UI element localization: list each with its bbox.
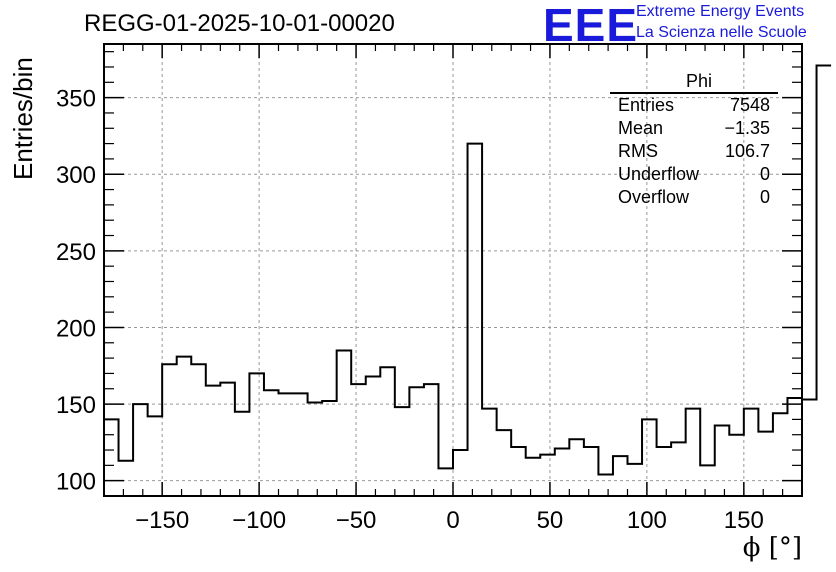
stats-box: Phi Entries 7548 Mean −1.35 RMS 106.7 Un…	[610, 70, 778, 209]
stats-row-mean: Mean −1.35	[610, 117, 778, 140]
stats-row-entries: Entries 7548	[610, 94, 778, 117]
x-tick-label: 0	[446, 507, 459, 534]
stats-value: −1.35	[724, 118, 770, 138]
y-axis-label: Entries/bin	[8, 57, 38, 180]
y-tick-label: 200	[56, 315, 96, 342]
stats-row-rms: RMS 106.7	[610, 140, 778, 163]
x-tick-label: 150	[724, 507, 764, 534]
axis-ticks	[103, 44, 803, 496]
stats-row-underflow: Underflow 0	[610, 163, 778, 186]
y-tick-label: 300	[56, 162, 96, 189]
stats-label: Overflow	[618, 187, 690, 207]
grid-lines	[104, 44, 802, 496]
stats-label: RMS	[618, 141, 658, 161]
tick-labels: −150 −100 −50 0 50 100 150 100 150 200 250 300 350	[56, 86, 764, 534]
logo-text-line2: La Scienza nelle Scuole	[636, 24, 807, 41]
stats-value: 106.7	[724, 141, 770, 161]
stats-row-overflow: Overflow 0	[610, 186, 778, 209]
histogram-series-line	[104, 64, 832, 476]
y-tick-label: 250	[56, 239, 96, 266]
logo-text-line1: Extreme Energy Events	[636, 3, 805, 20]
eee-logo-mark: EEE	[543, 0, 639, 51]
stats-title: Phi	[610, 70, 778, 94]
stats-label: Entries	[618, 95, 675, 115]
stats-value: 0	[759, 164, 770, 184]
x-axis-label: ϕ [°]	[742, 533, 802, 563]
x-tick-label: −150	[135, 507, 189, 534]
stats-value: 0	[759, 187, 770, 207]
x-tick-label: −50	[336, 507, 377, 534]
y-tick-label: 350	[56, 86, 96, 113]
x-tick-label: −100	[232, 507, 286, 534]
stats-value: 7548	[729, 95, 770, 115]
stats-label: Mean	[618, 118, 664, 138]
x-tick-label: 100	[627, 507, 667, 534]
stats-label: Underflow	[618, 164, 700, 184]
y-tick-label: 150	[56, 392, 96, 419]
chart-title: REGG-01-2025-10-01-00020	[84, 10, 395, 37]
y-tick-label: 100	[56, 469, 96, 496]
x-tick-label: 50	[537, 507, 564, 534]
